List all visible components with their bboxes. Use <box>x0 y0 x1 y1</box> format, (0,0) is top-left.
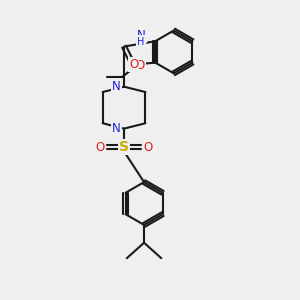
Text: N: N <box>112 80 121 93</box>
Text: O: O <box>96 140 105 154</box>
Text: N: N <box>112 122 121 135</box>
Text: H: H <box>137 37 145 46</box>
Text: O: O <box>136 59 145 72</box>
Text: O: O <box>129 58 138 70</box>
Text: S: S <box>119 140 129 154</box>
Text: N: N <box>137 29 146 42</box>
Text: O: O <box>143 140 152 154</box>
